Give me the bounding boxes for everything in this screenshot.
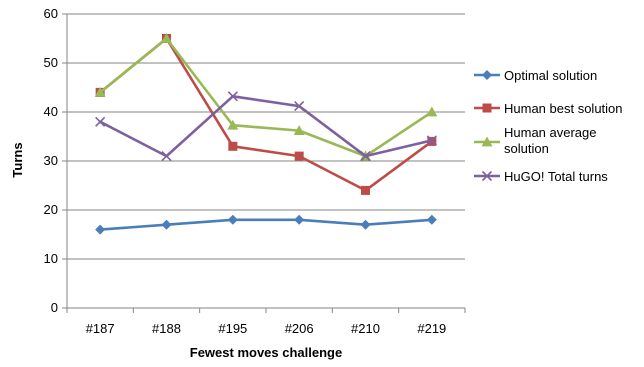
y-tick-label: 60 [44,6,58,21]
legend-marker [482,70,492,80]
legend: Optimal solution Human best solution Human… [474,68,623,184]
data-point [95,116,106,127]
data-point [227,119,239,130]
x-tick-label: #210 [351,321,380,336]
data-point [294,214,305,225]
x-marker-stroke [161,151,172,162]
legend-marker [481,136,493,147]
x-marker-stroke [426,135,437,146]
data-point [161,33,172,43]
x-tick-label: #206 [285,321,314,336]
series-line [99,37,433,158]
x-marker-stroke [360,151,371,162]
x-marker-stroke [227,91,238,102]
legend-label: solution [504,141,549,156]
legend-label: HuGO! Total turns [504,169,608,184]
legend-item: Human best solution [474,101,623,116]
data-point [161,219,172,230]
gridlines [67,13,465,260]
series-human-average-solution [94,33,438,161]
legend-label: Optimal solution [504,68,597,83]
y-tick-label: 50 [44,55,58,70]
y-tick-label: 40 [44,104,58,119]
x-tick-label: #195 [218,321,247,336]
data-point [161,151,172,162]
x-marker-stroke [95,116,106,127]
data-point [360,151,371,162]
y-axis-title: Turns [10,142,25,177]
y-tick-label: 30 [44,153,58,168]
data-point [361,185,370,195]
x-tick-label: #187 [86,321,115,336]
y-tick-label: 0 [51,300,58,315]
data-point [294,151,304,161]
data-point [227,91,238,102]
legend-marker [482,103,492,113]
series-group [94,33,438,235]
legend-label: Human average [504,125,597,140]
series-line [99,95,433,158]
legend-item: Optimal solution [474,68,597,83]
series-line [100,218,432,231]
data-point [94,86,106,97]
axes: 0 10 20 30 40 50 60 #187 #188 #195 #206 #210 #219 [44,6,466,336]
series-line [99,37,433,192]
x-marker-stroke [294,101,305,112]
data-point [426,214,437,225]
series-human-best-solution [95,34,437,195]
x-tick-label: #219 [417,321,446,336]
data-point [360,219,371,230]
data-point [294,101,305,112]
legend-marker [481,170,493,182]
y-tick-label: 20 [44,202,58,217]
data-point [426,135,437,146]
data-point [426,106,438,117]
data-point [95,224,106,235]
legend-label: Human best solution [504,101,623,116]
x-tick-label: #188 [152,321,181,336]
series-optimal-solution [95,214,437,235]
data-point [228,141,238,151]
legend-item: HuGO! Total turns [474,169,608,184]
series-hugo-total-turns [95,91,437,162]
data-point [227,214,238,225]
x-marker-stroke [481,170,493,182]
y-tick-label: 10 [44,251,58,266]
data-point [293,125,305,136]
x-axis-title: Fewest moves challenge [190,345,342,360]
